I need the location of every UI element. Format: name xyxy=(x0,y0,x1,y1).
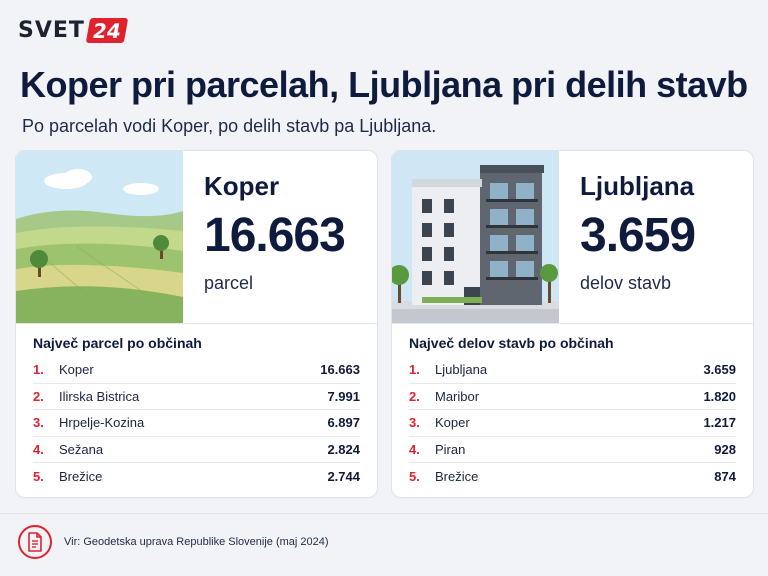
card-koper: Koper 16.663 parcel Največ parcel po obč… xyxy=(15,150,378,498)
count: 7.991 xyxy=(327,388,360,404)
city-name: Koper xyxy=(204,171,280,201)
count: 928 xyxy=(714,441,736,457)
rank: 1. xyxy=(409,362,420,378)
rank: 4. xyxy=(409,441,420,457)
rank: 5. xyxy=(409,468,420,484)
rank: 1. xyxy=(33,362,44,378)
card-divider xyxy=(16,323,377,324)
card-ljubljana: Ljubljana 3.659 delov stavb Največ delov… xyxy=(391,150,754,498)
value-unit: delov stavb xyxy=(580,273,672,293)
card-divider xyxy=(392,323,753,324)
ranking-list: Največ parcel po občinah 1. Koper 16.663… xyxy=(33,335,360,490)
list-item: 5. Brežice 874 xyxy=(409,463,736,490)
brand-word: SVET xyxy=(18,18,85,43)
list-item: 3. Koper 1.217 xyxy=(409,410,736,437)
brand-logo[interactable]: SVET 24 xyxy=(18,18,128,43)
apartment-building-illustration-icon xyxy=(392,151,559,323)
municipality: Piran xyxy=(435,441,466,457)
count: 6.897 xyxy=(327,415,360,431)
rank: 3. xyxy=(33,415,44,431)
ranking-list: Največ delov stavb po občinah 1. Ljublja… xyxy=(409,335,736,490)
municipality: Sežana xyxy=(59,441,104,457)
count: 874 xyxy=(714,468,736,484)
list-title: Največ parcel po občinah xyxy=(33,335,202,351)
list-item: 5. Brežice 2.744 xyxy=(33,463,360,490)
big-value: 16.663 xyxy=(204,209,346,262)
list-item: 1. Ljubljana 3.659 xyxy=(409,357,736,384)
municipality: Koper xyxy=(435,415,470,431)
list-item: 2. Maribor 1.820 xyxy=(409,384,736,410)
count: 1.217 xyxy=(703,415,736,431)
municipality: Hrpelje-Kozina xyxy=(59,415,145,431)
municipality: Ilirska Bistrica xyxy=(59,388,140,404)
count: 16.663 xyxy=(320,362,360,378)
footer-divider xyxy=(0,513,768,514)
list-item: 4. Piran 928 xyxy=(409,437,736,463)
count: 2.824 xyxy=(327,441,360,457)
rank: 2. xyxy=(33,388,44,404)
municipality: Maribor xyxy=(435,388,480,404)
page-subtitle: Po parcelah vodi Koper, po delih stavb p… xyxy=(22,116,437,136)
rank: 5. xyxy=(33,468,44,484)
count: 3.659 xyxy=(703,362,736,378)
document-icon xyxy=(18,525,52,559)
farmland-illustration-icon xyxy=(16,151,183,323)
rank: 3. xyxy=(409,415,420,431)
list-item: 1. Koper 16.663 xyxy=(33,357,360,384)
count: 1.820 xyxy=(703,388,736,404)
city-name: Ljubljana xyxy=(580,171,695,201)
rank: 2. xyxy=(409,388,420,404)
page-title: Koper pri parcelah, Ljubljana pri delih … xyxy=(20,64,748,105)
source-note: Vir: Geodetska uprava Republike Slovenij… xyxy=(64,536,329,548)
list-item: 4. Sežana 2.824 xyxy=(33,437,360,463)
rank: 4. xyxy=(33,441,44,457)
municipality: Ljubljana xyxy=(435,362,488,378)
brand-number: 24 xyxy=(85,18,128,43)
list-item: 3. Hrpelje-Kozina 6.897 xyxy=(33,410,360,437)
count: 2.744 xyxy=(327,468,360,484)
municipality: Brežice xyxy=(59,468,103,484)
municipality: Brežice xyxy=(435,468,479,484)
list-item: 2. Ilirska Bistrica 7.991 xyxy=(33,384,360,410)
value-unit: parcel xyxy=(204,273,254,293)
big-value: 3.659 xyxy=(580,209,696,262)
municipality: Koper xyxy=(59,362,94,378)
list-title: Največ delov stavb po občinah xyxy=(409,335,614,351)
